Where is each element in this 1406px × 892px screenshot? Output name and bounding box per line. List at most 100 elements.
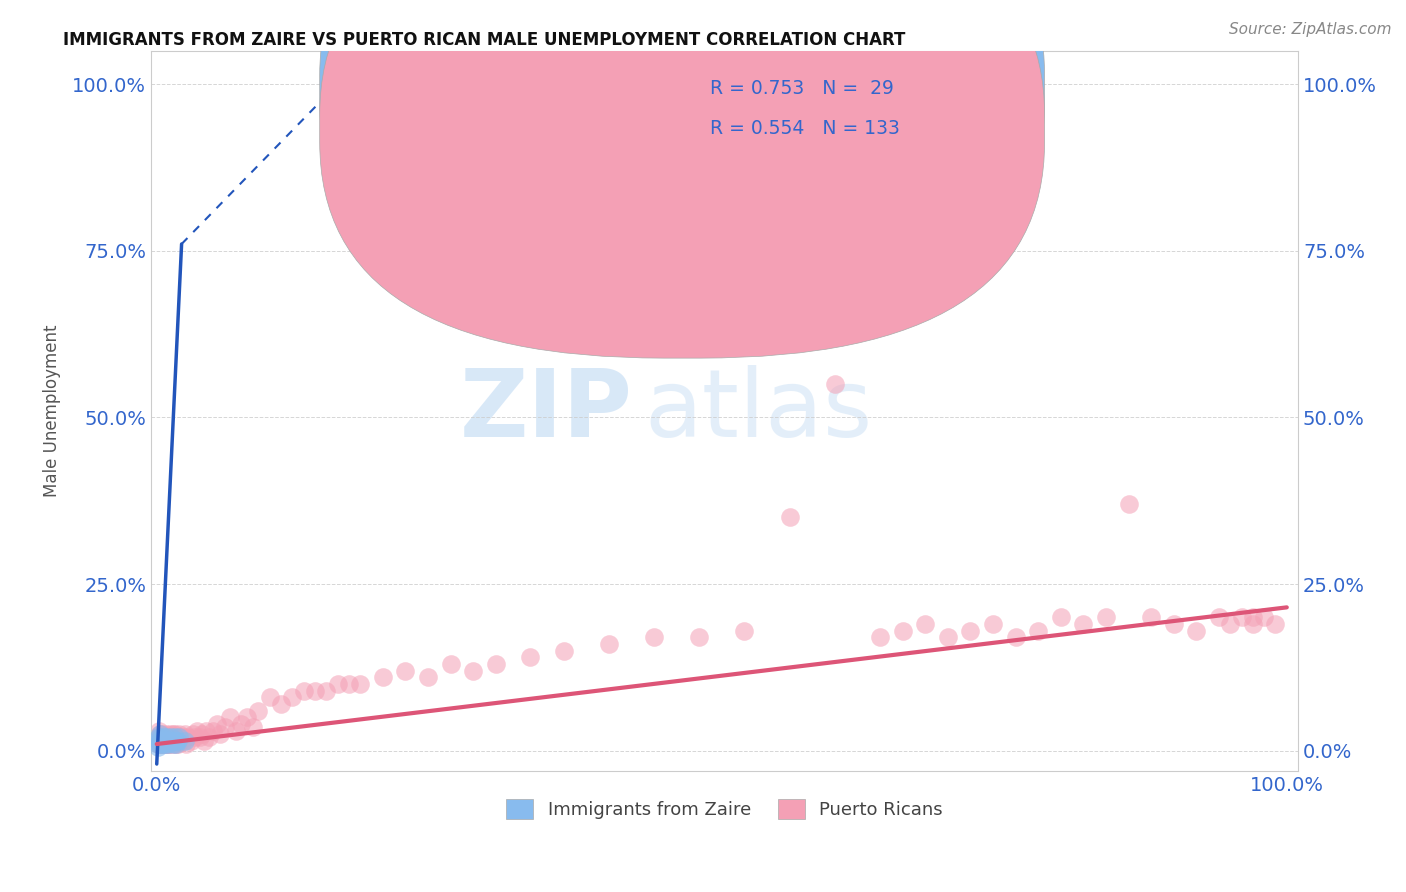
Point: [519, 650, 541, 665]
Point: [281, 690, 304, 705]
Point: [150, 727, 173, 741]
Point: [165, 737, 187, 751]
Point: [439, 657, 461, 671]
Point: [205, 717, 228, 731]
Point: [155, 727, 177, 741]
Point: [156, 731, 179, 745]
Text: ZIP: ZIP: [460, 365, 633, 457]
Point: [150, 737, 173, 751]
Point: [150, 733, 173, 747]
Point: [643, 631, 665, 645]
Point: [173, 731, 195, 745]
Point: [146, 737, 169, 751]
Point: [270, 697, 292, 711]
Point: [779, 510, 801, 524]
Point: [1253, 610, 1275, 624]
Point: [304, 683, 326, 698]
Point: [172, 733, 194, 747]
Point: [914, 617, 936, 632]
Point: [163, 733, 186, 747]
Point: [153, 737, 176, 751]
Point: [155, 737, 177, 751]
Point: [149, 731, 172, 745]
Point: [169, 727, 191, 741]
Point: [225, 723, 247, 738]
Point: [156, 731, 179, 745]
Point: [371, 670, 394, 684]
Point: [1026, 624, 1049, 638]
Point: [160, 737, 183, 751]
Point: [162, 733, 184, 747]
Legend: Immigrants from Zaire, Puerto Ricans: Immigrants from Zaire, Puerto Ricans: [499, 792, 950, 827]
Point: [180, 733, 202, 747]
Text: R = 0.554   N = 133: R = 0.554 N = 133: [710, 119, 900, 138]
Text: atlas: atlas: [644, 365, 873, 457]
Point: [394, 664, 416, 678]
Point: [149, 737, 172, 751]
Text: R = 0.753   N =  29: R = 0.753 N = 29: [710, 79, 894, 98]
Point: [153, 731, 176, 745]
Point: [214, 720, 236, 734]
Point: [891, 624, 914, 638]
Point: [167, 737, 190, 751]
Point: [236, 710, 259, 724]
Point: [157, 737, 180, 751]
Point: [153, 733, 176, 747]
Point: [146, 731, 169, 745]
Point: [167, 733, 190, 747]
Y-axis label: Male Unemployment: Male Unemployment: [44, 325, 60, 497]
Point: [169, 733, 191, 747]
Point: [174, 737, 197, 751]
Point: [208, 727, 231, 741]
Point: [150, 731, 173, 745]
Point: [1241, 617, 1264, 632]
Point: [159, 731, 181, 745]
Point: [148, 737, 170, 751]
Point: [150, 737, 173, 751]
Point: [157, 737, 180, 751]
Point: [733, 624, 755, 638]
Point: [159, 733, 181, 747]
Point: [553, 643, 575, 657]
Point: [598, 637, 620, 651]
Point: [1073, 617, 1095, 632]
Point: [148, 731, 170, 745]
Point: [202, 723, 225, 738]
Point: [152, 733, 174, 747]
Point: [219, 710, 242, 724]
Point: [152, 737, 174, 751]
Point: [959, 624, 981, 638]
FancyBboxPatch shape: [319, 0, 1045, 318]
Point: [463, 664, 485, 678]
Point: [148, 723, 170, 738]
Point: [193, 733, 215, 747]
Point: [1095, 610, 1118, 624]
Point: [337, 677, 360, 691]
Point: [191, 727, 214, 741]
Point: [149, 727, 172, 741]
Point: [157, 733, 180, 747]
Point: [146, 740, 169, 755]
Point: [166, 733, 188, 747]
Point: [326, 77, 349, 91]
Point: [163, 731, 186, 745]
Point: [1219, 617, 1241, 632]
Point: [155, 733, 177, 747]
Point: [1118, 497, 1140, 511]
Point: [188, 731, 211, 745]
Point: [177, 731, 200, 745]
Point: [259, 690, 281, 705]
Point: [162, 727, 184, 741]
Point: [160, 731, 183, 745]
Point: [326, 677, 349, 691]
Point: [292, 683, 315, 698]
Point: [150, 737, 173, 751]
Point: [688, 631, 710, 645]
Point: [195, 723, 218, 738]
Point: [163, 737, 186, 751]
Point: [150, 731, 173, 745]
Point: [166, 731, 188, 745]
Point: [1208, 610, 1230, 624]
Point: [160, 731, 183, 745]
Point: [152, 737, 174, 751]
